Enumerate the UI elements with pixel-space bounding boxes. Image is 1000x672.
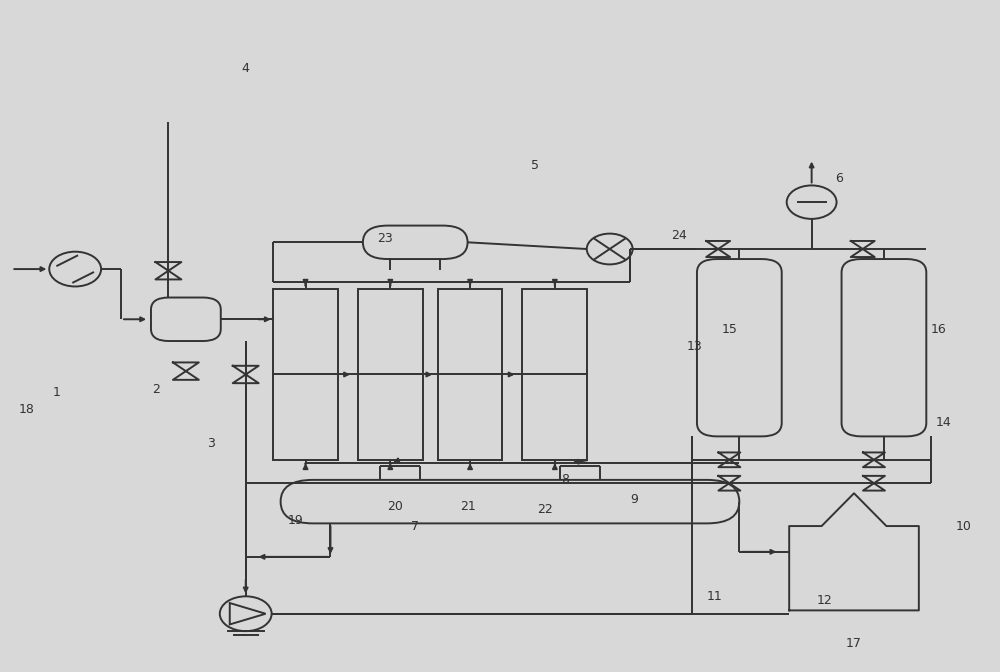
Text: 10: 10 — [956, 520, 972, 533]
Text: 3: 3 — [207, 437, 215, 450]
Text: 4: 4 — [242, 62, 250, 75]
Text: 11: 11 — [707, 591, 722, 603]
Text: 8: 8 — [561, 473, 569, 487]
Bar — [438, 289, 502, 460]
Text: 12: 12 — [816, 594, 832, 607]
Text: 18: 18 — [18, 403, 34, 416]
Text: 16: 16 — [931, 323, 947, 336]
Bar — [273, 289, 338, 460]
Bar — [522, 289, 587, 460]
Text: 24: 24 — [672, 229, 687, 242]
Text: 2: 2 — [152, 383, 160, 396]
Text: 23: 23 — [377, 233, 393, 245]
Text: 22: 22 — [537, 503, 553, 517]
Text: 13: 13 — [687, 339, 702, 353]
Text: 21: 21 — [460, 500, 476, 513]
Text: 17: 17 — [846, 637, 862, 650]
Text: 5: 5 — [531, 159, 539, 172]
Bar — [358, 289, 423, 460]
Text: 19: 19 — [288, 513, 303, 527]
Text: 1: 1 — [52, 386, 60, 399]
Text: 15: 15 — [721, 323, 737, 336]
Text: 9: 9 — [631, 493, 639, 507]
Text: 14: 14 — [936, 417, 952, 429]
Text: 20: 20 — [387, 500, 403, 513]
Text: 6: 6 — [835, 172, 843, 185]
Text: 7: 7 — [411, 520, 419, 533]
